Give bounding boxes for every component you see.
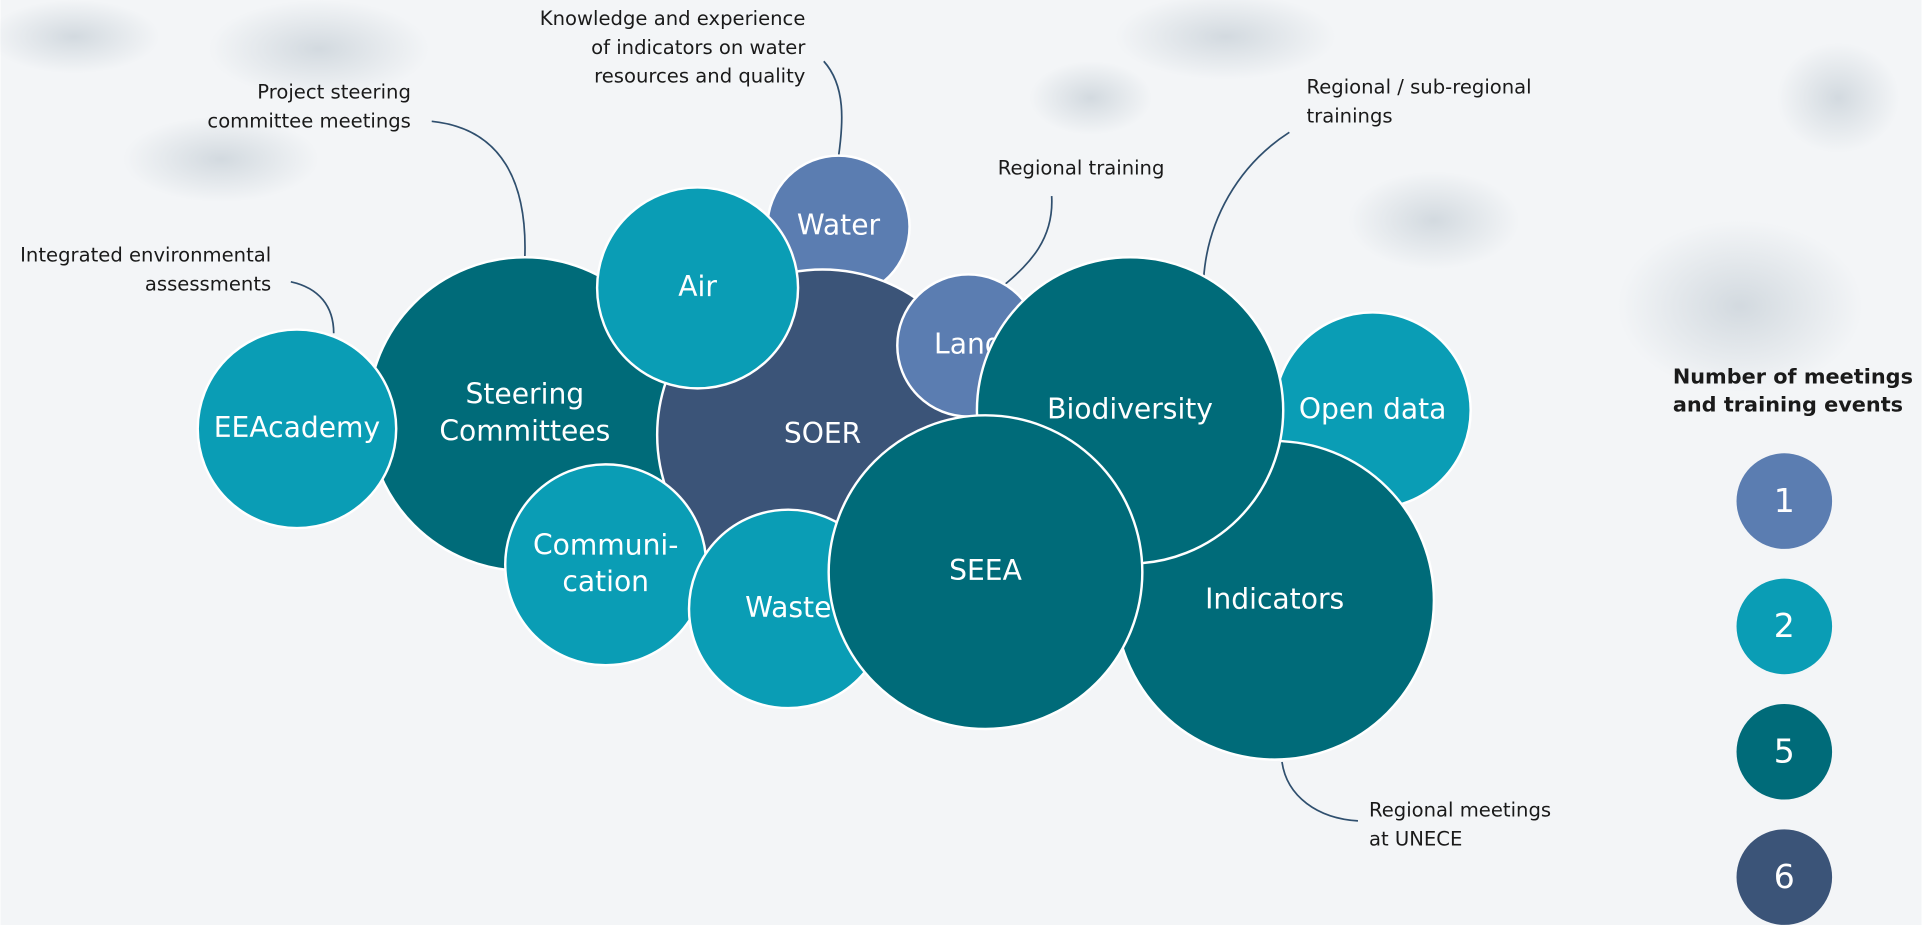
bubble-label: SOER xyxy=(784,417,861,450)
annotation: committee meetings xyxy=(207,109,410,132)
legend-value: 2 xyxy=(1774,606,1795,645)
bubble-label: Committees xyxy=(439,414,610,447)
annotation: of indicators on water xyxy=(591,36,806,59)
legend-value: 1 xyxy=(1774,481,1795,520)
bubble-label: Communi- xyxy=(533,528,678,561)
legend-title: and training events xyxy=(1673,393,1903,417)
legend-value: 6 xyxy=(1774,857,1795,896)
annotation: Regional meetings xyxy=(1369,799,1551,822)
annotation: Regional training xyxy=(998,157,1165,180)
annotation: assessments xyxy=(145,272,271,295)
bubble-label: Indicators xyxy=(1205,582,1344,615)
annotation: Integrated environmental xyxy=(20,244,271,267)
bubble-label: Waste xyxy=(745,591,831,624)
annotation: at UNECE xyxy=(1369,827,1462,850)
annotation: trainings xyxy=(1306,105,1392,128)
bubble-label: Biodiversity xyxy=(1047,392,1213,425)
annotation: Knowledge and experience xyxy=(540,7,806,30)
infographic: SteeringCommitteesWaterSOERAirLandOpen d… xyxy=(0,0,1922,925)
annotation: Project steering xyxy=(257,81,411,104)
legend-value: 5 xyxy=(1774,731,1795,770)
bubble-label: cation xyxy=(562,565,649,598)
bubble-label: Water xyxy=(797,209,881,242)
bubble-label: Steering xyxy=(465,378,584,411)
legend-title: Number of meetings xyxy=(1673,364,1913,388)
bubble-label: SEEA xyxy=(949,554,1022,587)
annotation: resources and quality xyxy=(594,65,806,88)
bubble-label: Open data xyxy=(1299,392,1447,425)
bubble-label: EEAcademy xyxy=(214,411,380,444)
bubble-label: Air xyxy=(678,270,717,303)
annotation: Regional / sub-regional xyxy=(1306,76,1531,99)
